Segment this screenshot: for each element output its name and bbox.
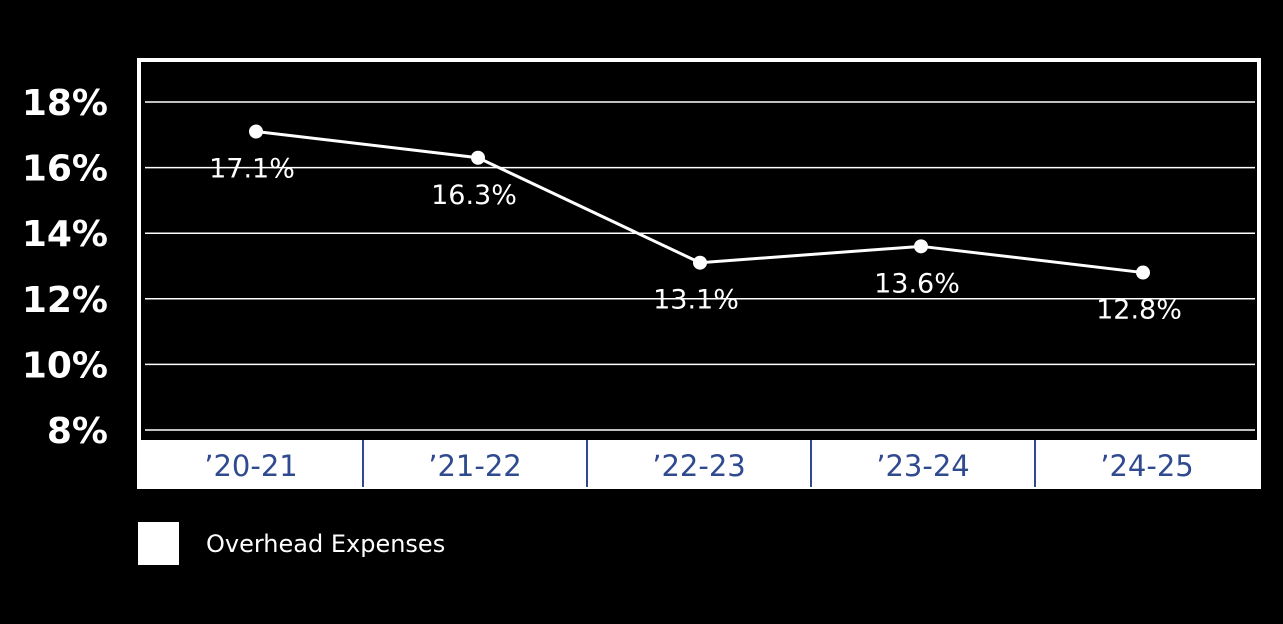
x-axis-ticks: ’20-21 ’21-22 ’22-23 ’23-24 ’24-25 [204,440,1194,487]
data-point [1136,265,1150,280]
x-tick-label: ’24-25 [1100,449,1194,483]
data-label: 17.1% [209,154,295,185]
legend: Overhead Expenses [138,522,445,565]
legend-swatch [138,522,179,565]
data-points [249,124,1150,280]
y-axis-ticks: 8% 10% 12% 14% 16% 18% [22,83,108,452]
legend-label: Overhead Expenses [206,529,446,558]
data-label: 12.8% [1096,295,1182,326]
y-tick-label: 16% [22,149,108,190]
y-tick-label: 10% [22,345,108,386]
data-point [693,255,707,270]
data-point [471,150,485,165]
grid-lines [145,101,1255,431]
category-band [139,440,1259,487]
y-tick-label: 12% [22,280,108,321]
y-tick-label: 8% [47,411,108,452]
data-labels: 17.1% 16.3% 13.1% 13.6% 12.8% [209,154,1182,326]
y-tick-label: 18% [22,83,108,124]
x-tick-label: ’23-24 [876,449,970,483]
data-label: 13.6% [874,268,960,299]
data-point [914,239,928,254]
plot-frame [137,58,1261,489]
x-tick-label: ’22-23 [652,449,746,483]
x-tick-label: ’20-21 [204,449,298,483]
data-label: 16.3% [431,180,517,211]
data-point [249,124,263,139]
x-tick-label: ’21-22 [428,449,522,483]
y-tick-label: 14% [22,214,108,255]
data-label: 13.1% [653,285,739,316]
